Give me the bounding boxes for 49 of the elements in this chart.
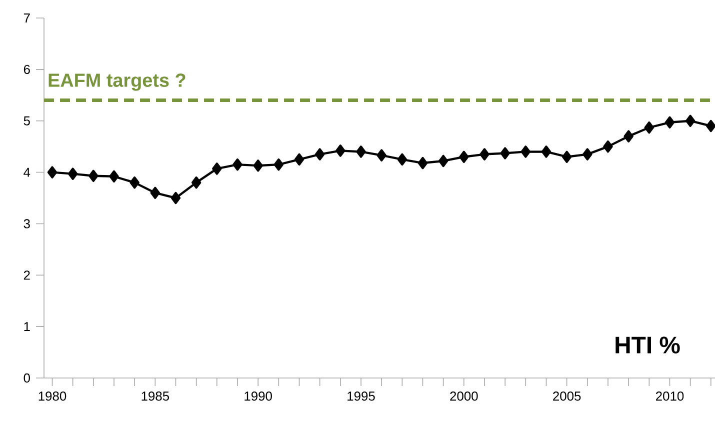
point: [685, 114, 696, 127]
y-tick-label: 2: [24, 270, 30, 280]
point: [418, 156, 428, 170]
annotation: HTI %: [616, 336, 680, 354]
point: [356, 146, 366, 158]
y-tick-label: 0: [24, 373, 30, 383]
point: [47, 166, 58, 178]
x-tick-label: 2005: [553, 392, 581, 401]
point: [500, 147, 510, 160]
x-tick-label: 1985: [142, 392, 170, 401]
point: [562, 150, 572, 163]
point: [68, 168, 78, 180]
point: [438, 154, 448, 168]
point: [274, 158, 284, 171]
y-tick-label: 1: [24, 322, 30, 332]
y-tick-label: 7: [24, 14, 30, 22]
x-tick-label: 1980: [38, 392, 66, 401]
point: [170, 192, 181, 204]
point: [459, 150, 469, 163]
point: [541, 146, 552, 158]
point: [191, 176, 202, 189]
y-tick-label: 5: [24, 116, 30, 126]
point: [130, 176, 140, 189]
ref-line-label: EAFM targets ?: [48, 74, 186, 91]
point: [376, 149, 386, 162]
x-tick-label: 1995: [348, 392, 375, 401]
point: [314, 148, 325, 160]
point: [88, 170, 98, 182]
point: [480, 148, 490, 160]
point: [294, 153, 304, 166]
x-tick-label: 1990: [244, 392, 272, 401]
point: [520, 146, 530, 158]
point: [212, 162, 222, 175]
point: [232, 158, 242, 171]
y-tick-label: 6: [24, 64, 30, 74]
point: [253, 160, 263, 172]
point: [582, 148, 592, 160]
point: [150, 186, 160, 199]
y-tick-label: 3: [24, 219, 30, 228]
point: [397, 153, 408, 166]
point: [109, 170, 119, 182]
point: [336, 144, 346, 157]
point: [624, 130, 634, 142]
point: [644, 121, 654, 134]
x-tick-label: 2000: [450, 392, 478, 401]
x-tick-label: 2010: [656, 392, 684, 401]
point: [664, 116, 675, 128]
y-tick-label: 4: [24, 168, 30, 177]
point: [603, 140, 613, 153]
